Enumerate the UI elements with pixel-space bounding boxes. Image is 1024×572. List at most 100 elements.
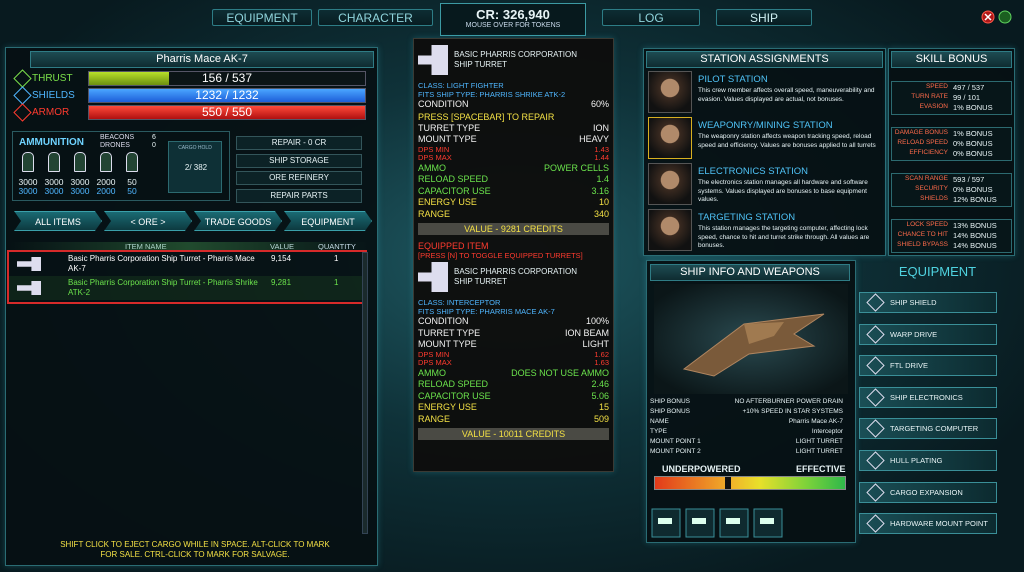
inventory-cell: 1 bbox=[334, 278, 339, 287]
equipment-icon bbox=[866, 324, 885, 344]
equipment-slot[interactable]: TARGETING COMPUTER bbox=[859, 418, 997, 440]
stat-label: DPS MAX bbox=[418, 153, 452, 162]
portrait bbox=[648, 209, 692, 251]
ammo-max: 3000 bbox=[70, 186, 90, 196]
action-button[interactable]: REPAIR PARTS bbox=[236, 188, 362, 203]
stat-bar: 1232 / 1232 bbox=[88, 88, 366, 103]
inventory-row[interactable]: Basic Pharris Corporation Ship Turret - … bbox=[9, 252, 365, 276]
tab[interactable]: SHIP bbox=[716, 9, 812, 26]
tab[interactable]: CHARACTER bbox=[318, 9, 433, 26]
bonus-value: 497 / 537 bbox=[953, 83, 985, 92]
info-value: NO AFTERBURNER POWER DRAIN bbox=[734, 398, 843, 405]
equipment-slot[interactable]: HULL PLATING bbox=[859, 450, 997, 471]
stat-fill bbox=[89, 106, 365, 119]
cargo-hold: CARGO HOLD 2/ 382 bbox=[168, 141, 222, 193]
window-controls[interactable] bbox=[980, 8, 1016, 26]
stat-value: LIGHT bbox=[582, 339, 609, 349]
stat-label: CAPACITOR USE bbox=[418, 185, 491, 196]
filter-tab[interactable]: TRADE GOODS bbox=[194, 211, 282, 231]
credits-box[interactable]: CR: 326,940 MOUSE OVER FOR TOKENS bbox=[440, 3, 586, 36]
bonus-box bbox=[891, 81, 1012, 115]
ammo-max: 50 bbox=[127, 186, 137, 196]
equipment-slot[interactable]: HARDWARE MOUNT POINT bbox=[859, 513, 997, 535]
stat-row: RANGE 509 bbox=[418, 414, 609, 426]
inventory-row[interactable]: Basic Pharris Corporation Ship Turret - … bbox=[9, 276, 365, 300]
bonus-value: 1% BONUS bbox=[953, 129, 993, 138]
action-button[interactable]: ORE REFINERY bbox=[236, 171, 362, 185]
equipment-slot[interactable]: CARGO EXPANSION bbox=[859, 481, 997, 503]
filter-tab[interactable]: EQUIPMENT bbox=[284, 211, 372, 231]
info-value: Interceptor bbox=[811, 428, 843, 435]
bonus-label: RELOAD SPEED bbox=[897, 139, 948, 146]
action-button[interactable]: REPAIR - 0 CR bbox=[236, 136, 362, 150]
stat-row: AMMO DOES NOT USE AMMO bbox=[418, 368, 609, 380]
item-fits: FITS SHIP TYPE: PHARRIS MACE AK-7 bbox=[418, 307, 555, 316]
portrait bbox=[648, 117, 692, 159]
ammo-icon bbox=[100, 152, 112, 172]
stat-label: SHIELDS bbox=[32, 90, 75, 101]
stat-row: RELOAD SPEED 2.46 bbox=[418, 379, 609, 391]
stat-value: 100% bbox=[585, 316, 609, 326]
filter-tab[interactable]: ALL ITEMS bbox=[14, 211, 102, 231]
column-header: ITEM NAME bbox=[125, 242, 167, 251]
stat-fill bbox=[89, 72, 170, 85]
equipped-label: EQUIPPED ITEM bbox=[418, 241, 489, 251]
stat-value: 1.44 bbox=[594, 153, 609, 162]
equipment-slot[interactable]: WARP DRIVE bbox=[859, 323, 997, 345]
item-value: VALUE - 10011 CREDITS bbox=[418, 428, 609, 440]
equipment-slot[interactable]: SHIP SHIELD bbox=[859, 292, 997, 313]
equipment-name: SHIP SHIELD bbox=[890, 298, 937, 307]
tab[interactable]: EQUIPMENT bbox=[212, 9, 312, 26]
stat-value: 509 bbox=[593, 413, 609, 424]
bonus-value: 593 / 597 bbox=[953, 175, 985, 184]
stat-value: 550 / 550 bbox=[201, 105, 253, 119]
weapon-slots[interactable] bbox=[650, 507, 786, 539]
ammo-icon bbox=[22, 152, 34, 172]
equipment-icon bbox=[866, 388, 885, 407]
stat-row: TURRET TYPE ION bbox=[418, 123, 609, 135]
stat-row: MOUNT TYPE HEAVY bbox=[418, 134, 609, 146]
equipment-name: SHIP ELECTRONICS bbox=[890, 392, 963, 402]
stat-row: MOUNT TYPE LIGHT bbox=[418, 339, 609, 351]
station-name: TARGETING STATION bbox=[698, 212, 796, 223]
stat-label: AMMO bbox=[418, 162, 446, 173]
ship-info-title: SHIP INFO AND WEAPONS bbox=[650, 264, 850, 281]
credits: CR: 326,940 bbox=[476, 7, 550, 22]
stat-value: 2.46 bbox=[591, 379, 609, 389]
stat-value: 60% bbox=[590, 99, 609, 109]
info-label: MOUNT POINT 2 bbox=[650, 448, 701, 455]
stat-label: ENERGY USE bbox=[418, 197, 477, 207]
stat-value: POWER CELLS bbox=[543, 162, 609, 173]
action-button[interactable]: SHIP STORAGE bbox=[236, 153, 362, 168]
stat-row: ENERGY USE 15 bbox=[418, 402, 609, 414]
ammo-current: 3000 bbox=[44, 177, 64, 187]
header-rule bbox=[10, 242, 368, 251]
equipment-slot[interactable]: SHIP ELECTRONICS bbox=[859, 386, 997, 408]
ammo-current: 3000 bbox=[18, 177, 38, 187]
stat-row: TURRET TYPE ION BEAM bbox=[418, 328, 609, 340]
stat-label: RELOAD SPEED bbox=[418, 379, 489, 389]
equipment-icon bbox=[866, 482, 885, 502]
bonus-value: 0% BONUS bbox=[953, 185, 993, 194]
bonus-value: 0% BONUS bbox=[953, 149, 993, 158]
ammo-icon bbox=[74, 152, 86, 172]
stat-row: DPS MIN 1.43 bbox=[418, 145, 609, 155]
bonus-value: 14% BONUS bbox=[953, 231, 997, 240]
equipment-name: CARGO EXPANSION bbox=[890, 487, 963, 497]
ammo-icon bbox=[126, 152, 138, 172]
equipment-name: HULL PLATING bbox=[890, 456, 943, 465]
stat-value: HEAVY bbox=[579, 134, 609, 144]
info-label: SHIP BONUS bbox=[650, 408, 690, 415]
tab[interactable]: LOG bbox=[602, 9, 700, 26]
equipment-slot[interactable]: FTL DRIVE bbox=[859, 355, 997, 377]
counter-label: BEACONS bbox=[100, 134, 135, 141]
stat-label: MOUNT TYPE bbox=[418, 134, 477, 144]
stat-fill bbox=[89, 89, 365, 102]
equipment-icon bbox=[866, 293, 885, 312]
stat-value: 156 / 537 bbox=[201, 71, 253, 85]
column-header: QUANTITY bbox=[318, 242, 356, 251]
stat-row: AMMO POWER CELLS bbox=[418, 163, 609, 175]
equipment-title: EQUIPMENT bbox=[898, 264, 977, 279]
filter-tab[interactable]: < ORE > bbox=[104, 211, 192, 231]
bonus-label: SPEED bbox=[925, 83, 948, 90]
